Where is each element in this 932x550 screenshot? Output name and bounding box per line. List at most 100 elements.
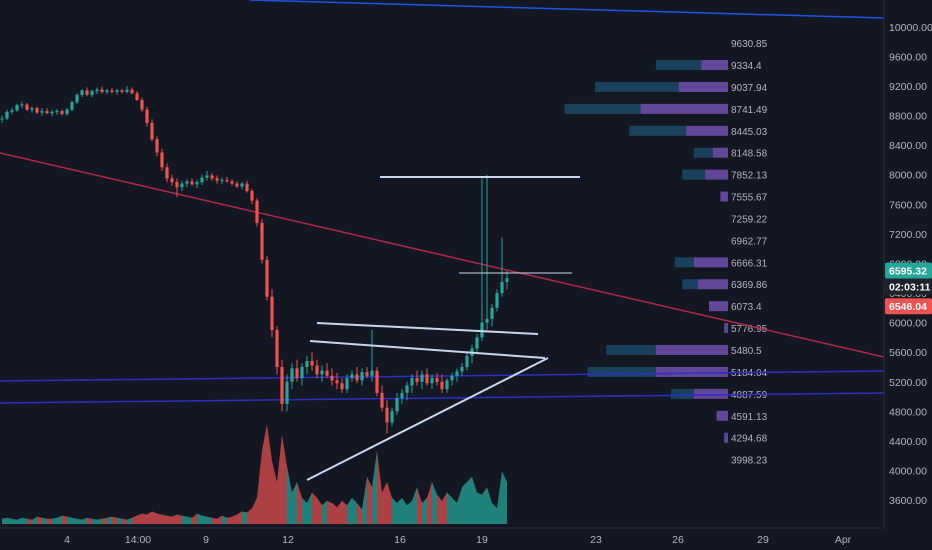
volume-profile-level-label: 6962.77 — [731, 236, 768, 247]
time-tick-label: 4 — [64, 534, 70, 546]
candle-body — [75, 94, 79, 103]
candle-body — [505, 278, 509, 282]
volume-profile-level-label: 5776.95 — [731, 324, 768, 335]
volume-segment — [407, 500, 412, 524]
candle-body — [420, 374, 424, 382]
volume-segment — [402, 497, 407, 524]
volume-segment — [167, 515, 172, 524]
volume-profile-level-label: 9334.4 — [731, 61, 762, 72]
price-tick-label: 3600.00 — [889, 495, 927, 507]
candle-body — [490, 307, 494, 319]
volume-profile-buy-bar — [671, 388, 694, 399]
candle-body — [125, 89, 129, 92]
candle-body — [130, 89, 134, 94]
candle-body — [280, 366, 284, 404]
volume-segment — [252, 497, 257, 524]
candle-body — [115, 90, 119, 92]
candle-body — [335, 380, 339, 384]
volume-segment — [332, 503, 337, 524]
volume-profile-sell-bar — [697, 279, 728, 290]
candles — [0, 85, 509, 434]
volume-profile-buy-bar — [674, 257, 694, 268]
candle-body — [240, 183, 244, 187]
candle-body — [100, 89, 104, 92]
volume-segment — [322, 500, 327, 524]
time-axis[interactable]: 4 14:00 9 12 16 19 23 26 29 Apr — [0, 527, 884, 546]
candle-body — [435, 378, 439, 382]
volume-segment — [487, 487, 492, 524]
price-tick-label: 4000.00 — [889, 466, 927, 478]
channel-top-line — [316, 322, 539, 335]
volume-segment — [102, 517, 107, 524]
time-tick-label: 23 — [590, 534, 602, 546]
volume-segment — [497, 471, 502, 524]
volume-profile-sell-bar — [705, 169, 728, 180]
price-tags: 6595.32 02:03:11 6546.04 — [885, 262, 932, 315]
volume-segment — [347, 497, 352, 524]
price-tag-label: 02:03:11 — [889, 282, 931, 294]
candle-body — [380, 392, 384, 408]
volume-segment — [342, 500, 347, 524]
candle-body — [375, 370, 379, 393]
volume-profile-level-label: 7555.67 — [731, 193, 768, 204]
volume-area — [2, 424, 507, 524]
volume-profile-sell-bar — [686, 125, 728, 136]
volume-segment — [262, 424, 267, 524]
volume-profile-sell-bar — [720, 191, 728, 202]
candle-body — [365, 372, 369, 376]
candle-body — [260, 222, 264, 260]
volume-profile-sell-bar — [655, 345, 728, 356]
volume-segment — [27, 518, 32, 524]
candle-body — [205, 175, 209, 178]
candle-body — [110, 90, 114, 92]
volume-segment — [352, 497, 357, 524]
candle-body — [95, 89, 99, 92]
volume-segment — [382, 482, 387, 524]
candle-body — [405, 385, 409, 393]
candle-body — [145, 109, 149, 123]
volume-segment — [127, 517, 132, 524]
candle-body — [215, 178, 219, 181]
price-tag-box — [885, 298, 932, 315]
volume-profile-buy-bar — [564, 103, 641, 114]
time-tick-label: Apr — [835, 534, 852, 546]
candle-body — [390, 411, 394, 423]
candle-body — [385, 407, 389, 423]
candle-body — [210, 175, 214, 179]
volume-segment — [242, 511, 247, 524]
volume-segment — [392, 497, 397, 524]
volume-segment — [72, 517, 77, 524]
candle-body — [85, 90, 89, 95]
volume-segment — [417, 487, 422, 524]
volume-profile-buy-bar — [606, 345, 656, 356]
volume-profile-level-label: 6073.4 — [731, 302, 762, 313]
candle-body — [245, 183, 249, 191]
volume-segment — [117, 517, 122, 524]
volume-profile-level-label: 6369.86 — [731, 280, 768, 291]
volume-segment — [57, 515, 62, 524]
candle-body — [330, 375, 334, 381]
volume-segment — [77, 518, 82, 524]
candle-body — [195, 182, 199, 185]
candle-body — [415, 378, 419, 382]
price-tag-label: 6595.32 — [889, 266, 927, 278]
volume-profile-buy-bar — [629, 125, 687, 136]
candle-body — [290, 368, 294, 382]
candle-body — [140, 100, 144, 110]
volume-segment — [387, 482, 392, 524]
candle-body — [60, 111, 64, 115]
candle-body — [450, 375, 454, 381]
volume-segment — [362, 476, 367, 524]
time-tick-label: 16 — [394, 534, 406, 546]
volume-segment — [107, 516, 112, 524]
volume-segment — [267, 424, 272, 524]
volume-segment — [432, 482, 437, 524]
volume-segment — [307, 492, 312, 524]
volume-segment — [317, 497, 322, 524]
candle-body — [350, 374, 354, 379]
volume-segment — [247, 508, 252, 524]
volume-segment — [272, 461, 277, 524]
volume-segment — [182, 515, 187, 524]
volume-segment — [257, 450, 262, 524]
